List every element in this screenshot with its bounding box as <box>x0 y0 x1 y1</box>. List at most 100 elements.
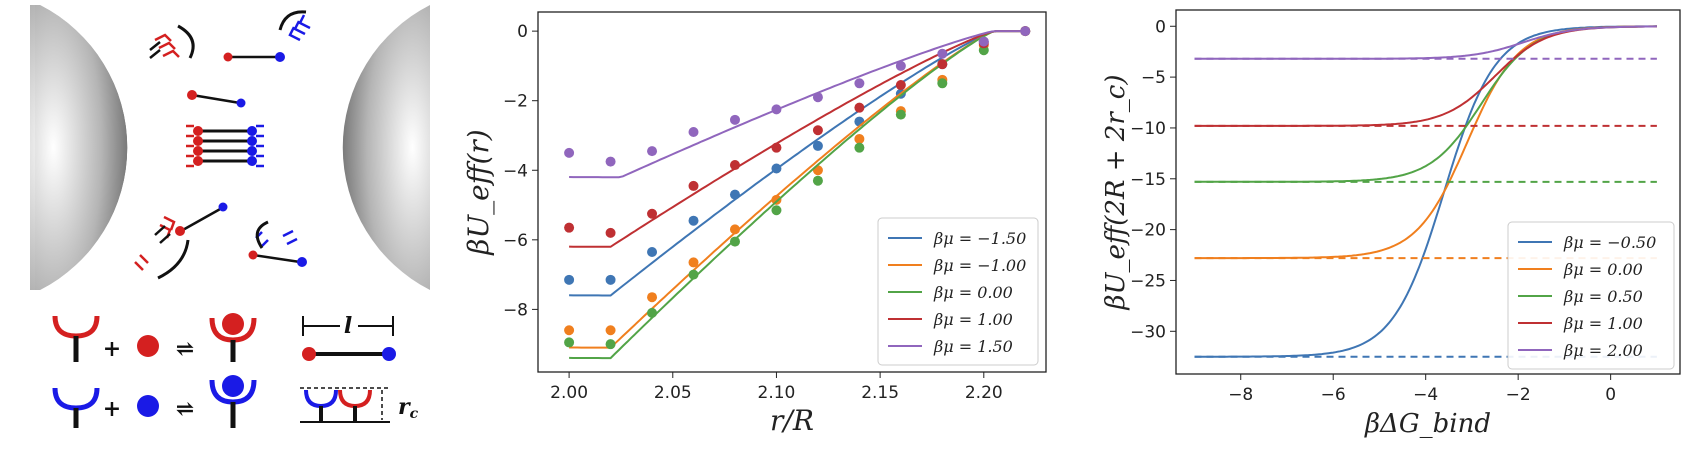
data-point <box>812 125 823 136</box>
legend-label: βμ = 0.00 <box>933 283 1013 302</box>
data-point <box>564 147 575 158</box>
data-point <box>564 274 575 285</box>
data-point <box>605 274 616 285</box>
y-tick-label: −20 <box>1130 221 1166 241</box>
series-line <box>569 30 1026 297</box>
bridge-blue-ends <box>247 126 257 166</box>
y-tick-label: −10 <box>1130 119 1166 139</box>
data-point <box>978 45 989 56</box>
data-point <box>647 307 658 318</box>
series-line <box>1194 25 1657 358</box>
data-point <box>854 142 865 153</box>
data-point <box>937 78 948 89</box>
y-axis-label: βU_eff(r) <box>462 129 495 255</box>
receptor-height-diagram: rc <box>300 387 419 423</box>
series-line <box>1194 25 1657 183</box>
series-line <box>569 30 1026 248</box>
data-point <box>688 180 699 191</box>
series-line <box>1194 25 1657 127</box>
height-label: rc <box>398 394 419 422</box>
legend-label: βμ = −1.00 <box>933 256 1026 275</box>
y-tick-label: −15 <box>1130 170 1166 190</box>
x-tick-label: −4 <box>1413 385 1438 405</box>
data-point <box>688 257 699 268</box>
y-tick-label: −5 <box>1141 68 1166 88</box>
data-point <box>771 163 782 174</box>
bridge-bonds <box>200 129 250 163</box>
x-tick-label: 2.00 <box>550 383 588 403</box>
series-line <box>569 30 1026 179</box>
legend-label: βμ = 1.00 <box>933 310 1013 329</box>
data-point <box>771 194 782 205</box>
legend-label: βμ = −0.50 <box>1563 233 1656 252</box>
plot-frame <box>1175 9 1681 375</box>
data-point <box>688 127 699 137</box>
data-point <box>771 104 782 115</box>
legend-label: βμ = −1.50 <box>933 229 1026 248</box>
data-point <box>688 215 699 226</box>
data-point <box>688 269 699 280</box>
data-point <box>729 236 740 247</box>
right-colloid-sphere <box>342 5 430 290</box>
y-tick-label: −4 <box>503 161 528 181</box>
y-tick-label: −8 <box>503 300 528 320</box>
data-point <box>937 48 948 59</box>
data-point <box>729 189 740 200</box>
data-point <box>895 60 906 71</box>
reaction-blue: + ⇌ <box>52 375 257 428</box>
y-tick-label: −30 <box>1130 322 1166 342</box>
series-line <box>569 30 1026 360</box>
data-point <box>771 142 782 153</box>
data-point <box>605 339 616 350</box>
x-tick-label: 2.05 <box>654 383 692 403</box>
height-label-main: r <box>398 394 411 420</box>
data-point <box>937 59 948 70</box>
x-tick-label: −2 <box>1506 385 1531 405</box>
x-tick-label: 2.15 <box>861 383 899 403</box>
legend-box <box>877 217 1039 366</box>
legend-label: βμ = 1.50 <box>933 337 1013 356</box>
schematic-panel: + ⇌ + ⇌ l <box>30 5 430 428</box>
data-point <box>647 247 658 257</box>
y-tick-label: 0 <box>1155 17 1166 37</box>
data-point <box>854 102 865 113</box>
x-tick-label: 0 <box>1605 385 1616 405</box>
data-point <box>605 227 616 238</box>
chart-effective-potential-vs-distance: 2.00 2.05 2.10 2.15 2.20 0 −2 −4 −6 −8 βμ = −1.50 β… <box>462 11 1047 437</box>
data-point <box>978 36 989 47</box>
data-point <box>812 140 823 151</box>
linker-length-diagram: l <box>302 313 396 361</box>
y-tick-label: −25 <box>1130 271 1166 291</box>
data-point <box>647 292 658 303</box>
series-line <box>1194 25 1657 60</box>
plus-sign: + <box>103 336 121 362</box>
data-point <box>605 325 616 336</box>
data-point <box>647 208 658 219</box>
x-tick-label: 2.20 <box>965 383 1003 403</box>
data-point <box>812 92 823 103</box>
data-point <box>605 156 616 167</box>
x-axis-label: r/R <box>770 404 814 437</box>
x-tick-label: 2.10 <box>758 383 796 403</box>
equilibrium-arrow-2: ⇌ <box>176 396 194 422</box>
legend-box <box>1507 221 1675 370</box>
data-point <box>564 325 575 336</box>
free-linkers <box>180 55 301 264</box>
legend-label: βμ = 0.00 <box>1563 260 1643 279</box>
data-point <box>647 146 658 157</box>
data-point <box>854 133 865 144</box>
data-point <box>729 160 740 171</box>
height-label-sub: c <box>410 406 419 422</box>
legend-label: βμ = 2.00 <box>1563 341 1643 360</box>
data-point <box>564 222 575 233</box>
y-tick-label: −6 <box>503 231 528 251</box>
y-axis-label: βU_eff(2R + 2r_c) <box>1101 74 1131 310</box>
y-tick-label: −2 <box>503 92 528 112</box>
plot-frame <box>537 11 1047 373</box>
data-point <box>895 109 906 120</box>
plus-sign-2: + <box>103 396 121 422</box>
data-point <box>729 224 740 235</box>
data-point <box>812 175 823 186</box>
